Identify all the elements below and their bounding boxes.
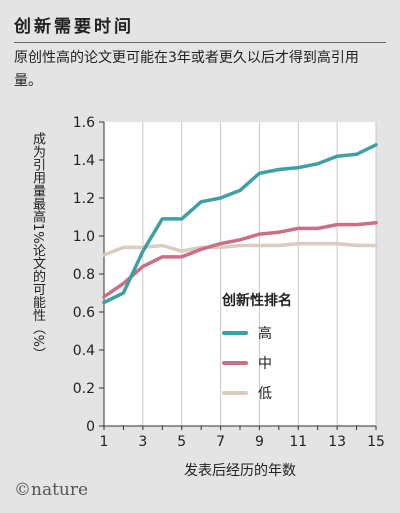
legend: 创新性排名 高 中 低 <box>222 290 372 408</box>
x-tick-label: 1 <box>100 434 109 450</box>
x-tick-label: 9 <box>255 434 264 450</box>
y-tick-label: 1.4 <box>73 153 95 169</box>
legend-item-low: 低 <box>222 378 372 408</box>
title-divider <box>14 42 386 43</box>
y-tick-label: 0.2 <box>73 381 95 397</box>
series-lines <box>102 143 378 305</box>
chart-title: 创新需要时间 <box>14 17 134 37</box>
legend-label-medium: 中 <box>258 356 272 372</box>
y-tick-label: 0 <box>86 419 95 435</box>
legend-swatch-low <box>222 391 248 395</box>
legend-item-high: 高 <box>222 318 372 348</box>
grid-lines <box>142 122 377 426</box>
x-tick-label: 15 <box>367 434 385 450</box>
legend-swatch-medium <box>222 361 248 365</box>
legend-item-medium: 中 <box>222 348 372 378</box>
chart-subtitle: 原创性高的论文更可能在3年或者更久以后才得到高引用量。 <box>14 50 359 89</box>
legend-label-low: 低 <box>258 386 272 402</box>
y-tick-label: 1.2 <box>73 191 95 207</box>
plot-area <box>104 122 376 426</box>
series-line-medium <box>102 220 378 299</box>
series-line-low <box>102 241 378 257</box>
y-tick-label: 0.6 <box>73 305 95 321</box>
y-tick-label: 0.8 <box>73 267 95 283</box>
x-tick-label: 5 <box>177 434 186 450</box>
legend-swatch-high <box>222 331 248 335</box>
axes <box>99 121 377 430</box>
y-tick-label: 1.6 <box>73 115 95 131</box>
x-tick-label: 11 <box>289 434 307 450</box>
y-axis-label-container: 成为引用量最高1%论文的可能性（%） <box>28 132 46 412</box>
tick-labels: 00.20.40.60.81.01.21.41.61 3 5 7 9 11 13 15 <box>73 115 385 450</box>
series-line-high <box>102 143 378 305</box>
y-tick-label: 1.0 <box>73 229 95 245</box>
legend-label-high: 高 <box>258 326 272 342</box>
y-tick-label: 0.4 <box>73 343 95 359</box>
y-axis-label: 成为引用量最高1%论文的可能性（%） <box>30 132 45 360</box>
legend-title: 创新性排名 <box>222 293 292 309</box>
x-tick-label: 7 <box>216 434 225 450</box>
nature-credit: ©nature <box>14 480 89 500</box>
x-tick-label: 13 <box>328 434 346 450</box>
x-axis-label: 发表后经历的年数 <box>184 463 296 479</box>
x-tick-label: 3 <box>138 434 147 450</box>
